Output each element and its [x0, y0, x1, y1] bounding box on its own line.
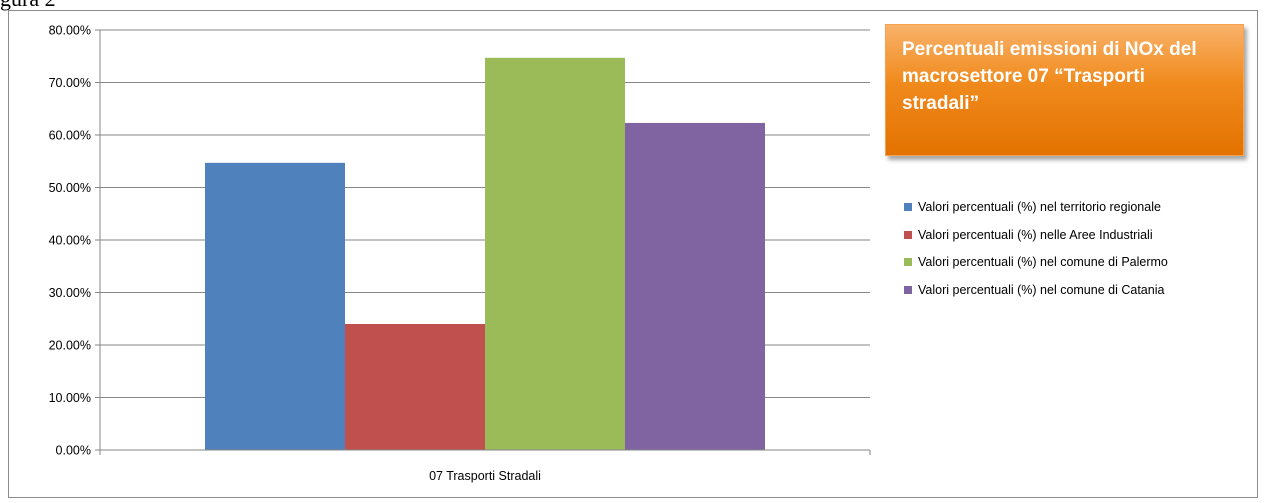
bar-series-1: [205, 162, 345, 450]
legend-label: Valori percentuali (%) nel comune di Pal…: [918, 255, 1168, 269]
bar-series-2: [345, 324, 485, 450]
legend-swatch: [904, 230, 912, 239]
y-tick-label: 30.00%: [49, 286, 91, 300]
y-tick-label: 60.00%: [49, 129, 91, 143]
figure-caption-fragment: gura 2: [0, 0, 56, 12]
y-tick-label: 10.00%: [49, 391, 91, 405]
bar-series-3: [485, 57, 625, 450]
chart-title-box: Percentuali emissioni di NOx del macrose…: [885, 24, 1244, 156]
legend-item: Valori percentuali (%) nel territorio re…: [904, 200, 1168, 228]
bars: [205, 57, 765, 451]
legend-item: Valori percentuali (%) nelle Aree Indust…: [904, 228, 1168, 256]
legend-swatch: [904, 203, 912, 211]
y-tick-label: 70.00%: [49, 76, 91, 90]
bar-series-4: [625, 122, 765, 451]
legend-item: Valori percentuali (%) nel comune di Cat…: [904, 283, 1168, 311]
y-tick-label: 40.00%: [49, 234, 91, 248]
y-tick-label: 20.00%: [49, 339, 91, 353]
legend-label: Valori percentuali (%) nelle Aree Indust…: [918, 227, 1153, 242]
chart-frame: [8, 10, 1258, 498]
legend-swatch: [904, 285, 912, 294]
chart-title: Percentuali emissioni di NOx del macrose…: [902, 39, 1197, 114]
x-category-label: 07 Trasporti Stradali: [429, 469, 541, 483]
y-tick-label: 50.00%: [49, 181, 91, 195]
legend-swatch: [904, 258, 912, 266]
y-tick-label: 80.00%: [49, 24, 91, 38]
axes: [95, 29, 871, 455]
legend-item: Valori percentuali (%) nel comune di Pal…: [904, 255, 1168, 283]
legend-label: Valori percentuali (%) nel territorio re…: [918, 200, 1161, 214]
x-category-labels: 07 Trasporti Stradali: [429, 469, 541, 483]
y-tick-labels: 0.00% 10.00% 20.00% 30.00% 40.00% 50.00% 60.00…: [49, 24, 91, 458]
y-tick-label: 0.00%: [56, 444, 91, 458]
legend-label: Valori percentuali (%) nel comune di Cat…: [918, 282, 1165, 297]
legend: Valori percentuali (%) nel territorio re…: [904, 200, 1168, 310]
